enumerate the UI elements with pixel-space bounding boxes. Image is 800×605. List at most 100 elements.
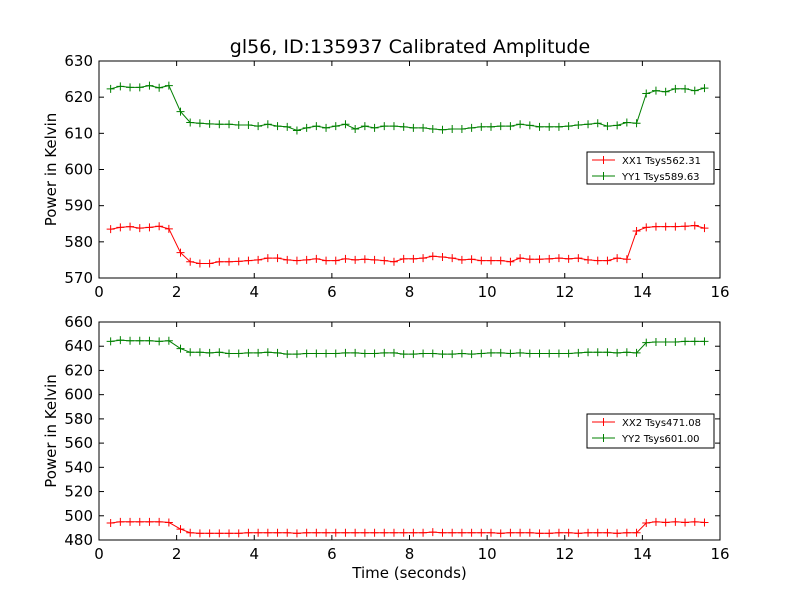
data-point: [690, 221, 699, 230]
data-point: [448, 528, 457, 537]
data-point: [155, 337, 164, 346]
data-point: [292, 350, 301, 359]
data-point: [215, 348, 224, 357]
data-point: [351, 255, 360, 264]
data-point: [613, 348, 622, 357]
x-tick-label: 10: [478, 283, 497, 301]
data-point: [661, 518, 670, 527]
data-point: [496, 348, 505, 357]
data-point: [331, 528, 340, 537]
data-point: [690, 517, 699, 526]
data-point: [205, 348, 214, 357]
data-point: [506, 257, 515, 266]
data-point: [574, 529, 583, 538]
data-point: [525, 121, 534, 130]
data-point: [370, 123, 379, 132]
y-axis-label: Power in Kelvin: [42, 113, 60, 227]
y-axis-label: Power in Kelvin: [42, 374, 60, 488]
data-point: [690, 337, 699, 346]
x-tick-label: 8: [405, 283, 415, 301]
data-point: [341, 348, 350, 357]
data-point: [419, 528, 428, 537]
data-point: [593, 348, 602, 357]
x-tick-label: 14: [633, 545, 652, 563]
data-point: [399, 254, 408, 263]
data-point: [700, 224, 709, 233]
x-tick-label: 0: [94, 545, 104, 563]
data-point: [438, 350, 447, 359]
y-tick-label: 630: [64, 52, 93, 70]
y-tick-label: 640: [64, 337, 93, 355]
y-tick-label: 610: [64, 124, 93, 142]
y-tick-label: 520: [64, 483, 93, 501]
data-point: [467, 350, 476, 359]
data-point: [642, 89, 651, 98]
data-point: [448, 350, 457, 359]
data-point: [176, 525, 185, 534]
data-point: [671, 517, 680, 526]
data-point: [584, 348, 593, 357]
data-point: [145, 336, 154, 345]
data-point: [700, 84, 709, 93]
data-point: [244, 348, 253, 357]
series-xx1: [106, 221, 709, 268]
data-point: [467, 255, 476, 264]
y-tick-label: 500: [64, 507, 93, 525]
data-point: [681, 84, 690, 93]
data-point: [642, 338, 651, 347]
data-point: [487, 256, 496, 265]
data-point: [535, 349, 544, 358]
data-point: [215, 529, 224, 538]
data-point: [126, 222, 135, 231]
data-point: [283, 255, 292, 264]
legend-marker: [599, 156, 608, 164]
data-point: [671, 222, 680, 231]
data-point: [205, 529, 214, 538]
data-point: [632, 348, 641, 357]
data-point: [399, 122, 408, 131]
data-point: [525, 255, 534, 264]
data-point: [516, 120, 525, 129]
data-point: [574, 121, 583, 130]
data-point: [186, 257, 195, 266]
x-tick-label: 16: [710, 545, 729, 563]
data-point: [234, 529, 243, 538]
data-point: [477, 256, 486, 265]
data-point: [135, 83, 144, 92]
data-point: [116, 517, 125, 526]
data-point: [254, 528, 263, 537]
data-point: [457, 255, 466, 264]
data-point: [419, 123, 428, 132]
chart-panel-1: 0 2 4 6 8 10 12 14 16 570 580 590 600 610 620 630 Power …: [42, 52, 730, 301]
data-point: [186, 118, 195, 127]
data-point: [312, 349, 321, 358]
data-point: [642, 223, 651, 232]
x-tick-label: 4: [249, 545, 259, 563]
data-point: [516, 528, 525, 537]
data-point: [155, 83, 164, 92]
data-point: [622, 255, 631, 264]
data-point: [135, 517, 144, 526]
data-point: [525, 528, 534, 537]
data-point: [651, 337, 660, 346]
data-point: [554, 122, 563, 131]
data-point: [273, 348, 282, 357]
data-point: [126, 336, 135, 345]
data-point: [613, 254, 622, 263]
chart-panel-2: 0 2 4 6 8 10 12 14 16 480 500 520 540 560 580 600 620 640…: [42, 313, 730, 582]
data-point: [380, 256, 389, 265]
data-point: [360, 122, 369, 131]
x-tick-label: 8: [405, 545, 415, 563]
data-point: [428, 124, 437, 133]
x-axis-label: Time (seconds): [351, 564, 467, 582]
data-point: [370, 255, 379, 264]
data-point: [467, 123, 476, 132]
data-point: [681, 518, 690, 527]
data-point: [331, 349, 340, 358]
data-point: [244, 121, 253, 130]
chart-legend: XX1 Tsys562.31 YY1 Tsys589.63: [586, 151, 715, 185]
data-point: [448, 254, 457, 263]
data-point: [584, 120, 593, 129]
data-point: [632, 119, 641, 128]
